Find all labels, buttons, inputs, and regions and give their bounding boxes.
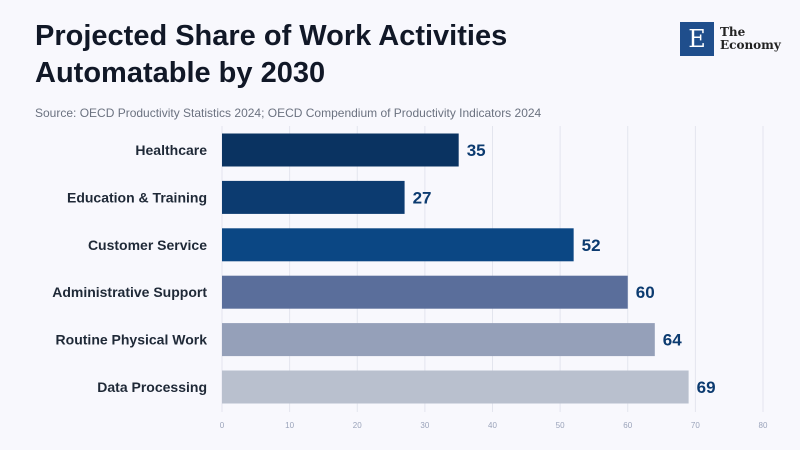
- chart-title: Projected Share of Work Activities Autom…: [35, 20, 508, 89]
- x-tick-label: 70: [691, 421, 700, 430]
- data-label: 52: [582, 236, 601, 255]
- logo: E The Economy: [680, 22, 781, 56]
- x-tick-label: 50: [556, 421, 565, 430]
- bar: [222, 275, 628, 309]
- x-tick-label: 80: [759, 421, 768, 430]
- category-label: Data Processing: [97, 379, 207, 395]
- logo-line2: Economy: [720, 38, 781, 52]
- category-label: Healthcare: [135, 142, 207, 158]
- x-tick-label: 40: [488, 421, 497, 430]
- data-label: 35: [467, 141, 486, 160]
- source-note: Source: OECD Productivity Statistics 202…: [35, 106, 542, 120]
- category-label: Customer Service: [88, 237, 207, 253]
- bar: [222, 133, 459, 167]
- logo-mark: E: [680, 22, 714, 56]
- bar: [222, 180, 405, 214]
- data-label: 64: [663, 331, 682, 350]
- x-tick-label: 60: [623, 421, 632, 430]
- data-label: 60: [636, 283, 655, 302]
- logo-line1: The: [720, 25, 746, 39]
- bar: [222, 370, 689, 404]
- category-label: Administrative Support: [52, 284, 207, 300]
- bar: [222, 228, 574, 262]
- x-tick-label: 30: [420, 421, 429, 430]
- bar: [222, 323, 655, 357]
- category-label: Routine Physical Work: [56, 332, 208, 348]
- x-tick-label: 0: [220, 421, 225, 430]
- category-label: Education & Training: [67, 189, 207, 205]
- data-label: 27: [413, 188, 432, 207]
- x-tick-label: 10: [285, 421, 294, 430]
- x-tick-label: 20: [353, 421, 362, 430]
- data-label: 69: [697, 378, 716, 397]
